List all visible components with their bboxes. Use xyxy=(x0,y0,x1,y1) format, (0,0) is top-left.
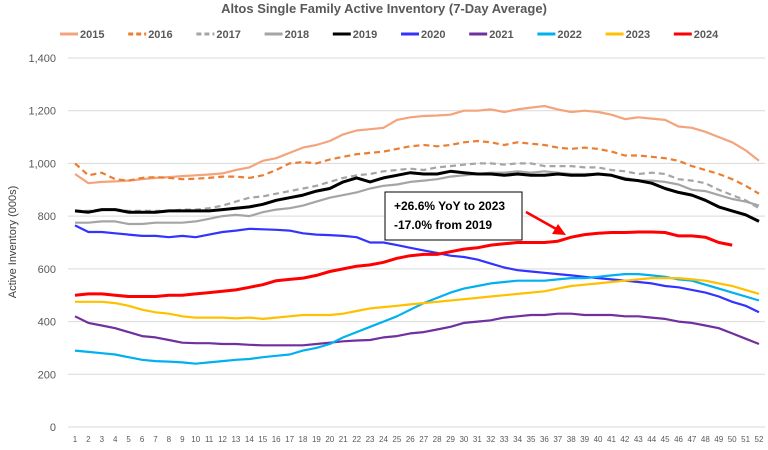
series-line-2016 xyxy=(74,139,760,195)
x-axis-ticks: 1 2 3 4 5 6 7 8 9 10 11 12 13 14 15 16 17 18 19 20 21 22 23 24 2… xyxy=(73,435,764,444)
x-tick-label: 14 xyxy=(245,435,254,444)
y-tick-label: 0 xyxy=(50,422,56,434)
gridlines xyxy=(68,57,765,428)
legend-label-2019: 2019 xyxy=(353,29,377,41)
x-tick-label: 26 xyxy=(406,435,415,444)
x-tick-label: 45 xyxy=(661,435,670,444)
x-tick-label: 28 xyxy=(433,435,442,444)
x-tick-label: 12 xyxy=(218,435,227,444)
x-tick-label: 2 xyxy=(86,435,91,444)
x-tick-label: 29 xyxy=(446,435,455,444)
x-tick-label: 16 xyxy=(272,435,281,444)
y-tick-label: 1,400 xyxy=(28,53,56,65)
x-tick-label: 40 xyxy=(594,435,603,444)
x-tick-label: 39 xyxy=(580,435,589,444)
x-tick-label: 37 xyxy=(553,435,562,444)
y-tick-label: 1,200 xyxy=(28,106,56,118)
x-tick-label: 44 xyxy=(647,435,656,444)
x-tick-label: 33 xyxy=(500,435,509,444)
x-tick-label: 20 xyxy=(325,435,334,444)
legend-label-2024: 2024 xyxy=(694,29,719,41)
series-line-2021 xyxy=(74,312,760,347)
annotation-box xyxy=(384,191,523,241)
x-tick-label: 22 xyxy=(352,435,361,444)
x-tick-label: 8 xyxy=(167,435,172,444)
x-tick-label: 42 xyxy=(620,435,629,444)
y-tick-label: 400 xyxy=(38,317,56,329)
x-tick-label: 4 xyxy=(113,435,118,444)
series-line-2023 xyxy=(75,277,760,320)
x-tick-label: 9 xyxy=(180,435,185,444)
y-axis-ticks: 0 200 400 600 800 1,000 1,200 1,400 xyxy=(28,53,56,434)
x-tick-label: 48 xyxy=(701,435,710,444)
x-tick-label: 51 xyxy=(741,435,750,444)
series-line-2024 xyxy=(74,230,733,298)
annotation-arrow xyxy=(525,210,559,232)
y-tick-label: 200 xyxy=(38,369,56,381)
legend-label-2016: 2016 xyxy=(148,29,172,41)
legend-label-2018: 2018 xyxy=(285,29,309,41)
x-tick-label: 19 xyxy=(312,435,321,444)
legend-label-2021: 2021 xyxy=(489,29,513,41)
x-tick-label: 35 xyxy=(527,435,536,444)
legend-label-2022: 2022 xyxy=(557,29,581,41)
annotation-line-2: -17.0% from 2019 xyxy=(394,218,492,232)
legend-label-2023: 2023 xyxy=(626,29,650,41)
x-tick-label: 24 xyxy=(379,435,388,444)
series-line-2019 xyxy=(74,169,760,223)
annotation: +26.6% YoY to 2023 -17.0% from 2019 xyxy=(384,191,566,241)
x-tick-label: 25 xyxy=(392,435,401,444)
series-line-2015 xyxy=(74,104,760,185)
legend: 2015 2016 2017 2018 2019 2020 2021 2022 2023 2024 xyxy=(60,29,719,41)
x-tick-label: 43 xyxy=(634,435,643,444)
y-tick-label: 800 xyxy=(38,211,56,223)
x-tick-label: 13 xyxy=(231,435,240,444)
x-tick-label: 7 xyxy=(153,435,158,444)
x-tick-label: 36 xyxy=(540,435,549,444)
x-tick-label: 52 xyxy=(755,435,764,444)
legend-label-2017: 2017 xyxy=(216,29,240,41)
x-tick-label: 17 xyxy=(285,435,294,444)
x-tick-label: 27 xyxy=(419,435,428,444)
x-tick-label: 32 xyxy=(486,435,495,444)
series-line-2022 xyxy=(74,273,760,365)
x-tick-label: 11 xyxy=(205,435,214,444)
x-tick-label: 6 xyxy=(140,435,145,444)
x-tick-label: 41 xyxy=(607,435,616,444)
arrow-head-icon xyxy=(552,224,566,235)
x-tick-label: 46 xyxy=(674,435,683,444)
x-tick-label: 30 xyxy=(459,435,468,444)
x-tick-label: 10 xyxy=(191,435,200,444)
series-lines xyxy=(74,104,760,365)
chart-title: Altos Single Family Active Inventory (7-… xyxy=(221,1,547,16)
x-tick-label: 21 xyxy=(339,435,348,444)
legend-label-2015: 2015 xyxy=(80,29,104,41)
x-tick-label: 34 xyxy=(513,435,522,444)
y-tick-label: 1,000 xyxy=(28,158,56,170)
series-line-2020 xyxy=(74,224,760,314)
x-tick-label: 38 xyxy=(567,435,576,444)
y-tick-label: 600 xyxy=(38,264,56,276)
x-tick-label: 23 xyxy=(366,435,375,444)
x-tick-label: 31 xyxy=(473,435,482,444)
x-tick-label: 47 xyxy=(687,435,696,444)
x-tick-label: 1 xyxy=(73,435,78,444)
x-tick-label: 3 xyxy=(100,435,105,444)
legend-label-2020: 2020 xyxy=(421,29,445,41)
y-axis-label: Active Inventory (000s) xyxy=(7,186,19,299)
x-tick-label: 49 xyxy=(714,435,723,444)
x-tick-label: 18 xyxy=(299,435,308,444)
x-tick-label: 15 xyxy=(258,435,267,444)
x-tick-label: 50 xyxy=(728,435,737,444)
annotation-line-1: +26.6% YoY to 2023 xyxy=(394,199,505,213)
x-tick-label: 5 xyxy=(126,435,131,444)
